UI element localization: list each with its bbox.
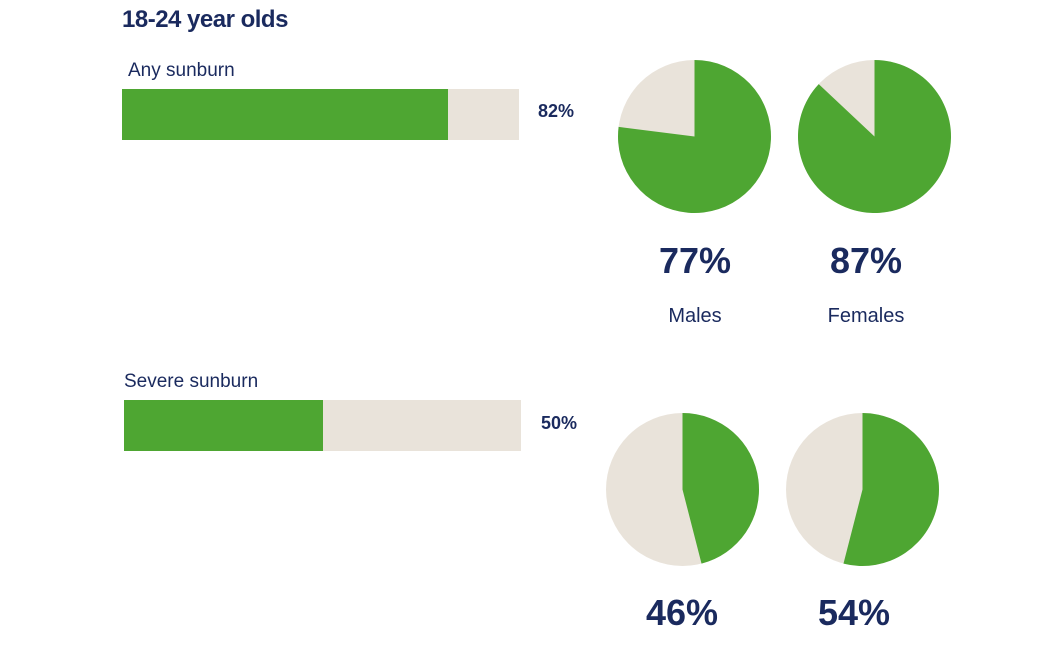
severe-sunburn-females-value: 54%	[817, 592, 891, 633]
severe-sunburn-label: Severe sunburn	[124, 371, 259, 392]
any-sunburn-bar-fill	[122, 89, 448, 140]
severe-sunburn-males-pie	[606, 413, 759, 566]
any-sunburn-males-value: 77%	[658, 240, 732, 281]
severe-sunburn-males-pie-value-slice	[682, 413, 759, 564]
any-sunburn-bar-value: 82%	[538, 101, 575, 121]
severe-sunburn-males-value: 46%	[645, 592, 719, 633]
severe-sunburn-bar-fill	[124, 400, 323, 451]
chart-title: 18-24 year olds	[122, 6, 288, 33]
any-sunburn-males-pie	[618, 60, 771, 214]
severe-sunburn-bar-value: 50%	[541, 413, 578, 433]
any-sunburn-bar-track	[122, 89, 519, 140]
severe-sunburn-females-pie-value-slice	[843, 413, 939, 566]
females-label: Females	[827, 305, 905, 327]
males-label: Males	[668, 305, 722, 327]
severe-sunburn-females-pie	[786, 413, 939, 566]
any-sunburn-females-pie	[798, 60, 951, 213]
any-sunburn-females-pie-value-slice	[798, 60, 951, 213]
severe-sunburn-bar-track	[124, 400, 521, 451]
any-sunburn-females-value: 87%	[829, 240, 903, 281]
any-sunburn-males-pie-value-slice	[618, 60, 771, 214]
any-sunburn-label: Any sunburn	[128, 60, 235, 81]
